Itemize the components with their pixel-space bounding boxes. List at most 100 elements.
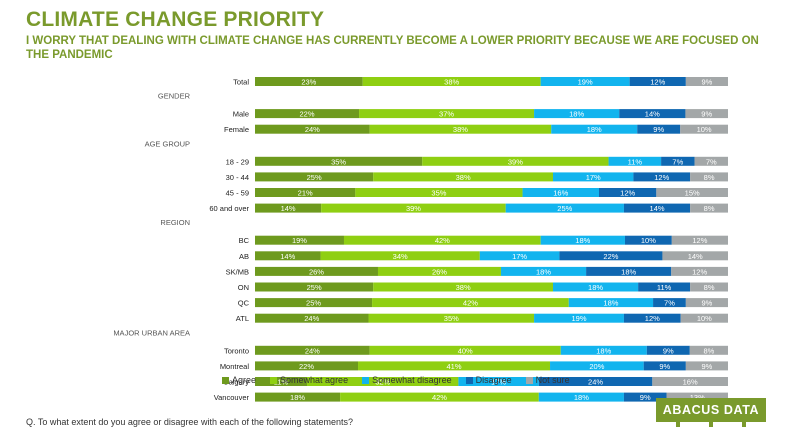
row-label-montreal: Montreal [220,362,250,371]
bar-segment-total-not-sure [685,77,728,86]
data-label-montreal-disagree: 9% [659,362,670,371]
data-label-vancouver-somewhat-agree: 42% [432,393,447,402]
bar-segment-45-59-disagree [599,188,657,197]
row-label-45-59: 45 - 59 [226,189,249,198]
data-label-toronto-not-sure: 8% [703,346,714,355]
bar-segment-ab-somewhat-agree [320,251,480,261]
data-label-qc-somewhat-disagree: 18% [603,299,618,308]
bar-segment-qc-somewhat-agree [372,298,569,308]
bar-segment-atl-not-sure [680,313,728,323]
data-label-bc-agree: 19% [292,236,307,245]
row-label-toronto: Toronto [224,346,249,355]
legend-swatch-agree [222,376,229,384]
bar-segment-ab-somewhat-disagree [479,251,560,261]
bar-segment-female-somewhat-disagree [551,124,638,134]
bar-segment-ab-not-sure [662,251,728,261]
row-label-30-44: 30 - 44 [226,173,249,182]
bar-segment-bc-somewhat-agree [343,235,541,245]
data-label-18-29-somewhat-disagree: 11% [628,157,643,166]
bar-segment-18-29-somewhat-disagree [608,156,662,166]
data-label-18-29-not-sure: 7% [706,157,717,166]
data-label-on-agree: 25% [307,283,322,292]
data-label-female-somewhat-agree: 38% [453,125,468,134]
bar-segment-male-agree [255,109,360,119]
data-label-60-and-over-not-sure: 8% [704,204,715,213]
data-label-male-not-sure: 9% [701,110,712,119]
data-label-male-disagree: 14% [645,110,660,119]
bar-segment-toronto-not-sure [689,345,728,355]
bar-segment-bc-not-sure [671,235,728,245]
bar-segment-60-and-over-disagree [623,203,691,213]
data-label-calgary-somewhat-agree: 32% [375,378,390,387]
bar-segment-sk-mb-somewhat-disagree [500,266,587,276]
bar-segment-bc-disagree [624,235,672,245]
group-label-gender: GENDER [158,92,191,101]
data-label-total-somewhat-disagree: 19% [578,78,593,87]
legend-swatch-disagree [465,376,473,384]
bar-segment-toronto-somewhat-disagree [560,345,647,355]
bar-segment-total-somewhat-agree [362,77,541,86]
row-label-atl: ATL [236,314,249,323]
data-label-toronto-agree: 24% [305,346,320,355]
row-label-18-29: 18 - 29 [226,157,249,166]
bar-segment-atl-disagree [623,313,681,323]
data-label-bc-not-sure: 12% [692,236,707,245]
data-label-toronto-disagree: 9% [663,346,674,355]
abacus-data-logo: ABACUS DATA [656,398,766,422]
legend-label-somewhat-agree: Somewhat agree [280,375,349,385]
bar-segment-vancouver-agree [255,392,341,402]
bar-segment-montreal-disagree [643,361,686,371]
data-label-total-disagree: 12% [650,78,665,87]
bar-segment-45-59-somewhat-agree [355,188,523,197]
data-label-vancouver-somewhat-disagree: 18% [574,393,589,402]
data-label-total-not-sure: 9% [702,78,713,87]
data-label-45-59-agree: 21% [298,189,313,198]
bar-segment-male-somewhat-disagree [534,109,620,119]
data-label-30-44-not-sure: 8% [704,173,715,182]
data-label-vancouver-not-sure: 13% [690,393,705,402]
data-label-calgary-agree: 11% [274,378,289,387]
bar-segment-18-29-not-sure [694,156,728,166]
data-label-montreal-somewhat-disagree: 20% [589,362,604,371]
legend-swatch-not-sure [525,376,533,384]
data-label-qc-not-sure: 9% [702,299,713,308]
bar-segment-qc-somewhat-disagree [568,298,654,308]
data-label-female-agree: 24% [305,125,320,134]
bar-segment-female-disagree [637,124,681,134]
row-label-male: Male [233,110,249,119]
bar-segment-sk-mb-agree [255,266,378,276]
chart-subtitle: I WORRY THAT DEALING WITH CLIMATE CHANGE… [26,35,759,61]
data-label-60-and-over-disagree: 14% [650,204,665,213]
legend-item-not-sure: Not sure [525,375,570,385]
data-label-60-and-over-somewhat-agree: 39% [406,204,421,213]
bar-segment-18-29-disagree [661,156,695,166]
logo-ticks [656,422,766,428]
data-label-18-29-somewhat-agree: 39% [508,157,523,166]
bar-segment-qc-disagree [653,298,686,308]
bar-segment-calgary-somewhat-agree [307,377,459,386]
bar-segment-on-disagree [638,282,691,292]
bar-segment-on-somewhat-agree [373,282,553,292]
row-label-60-and-over: 60 and over [209,204,249,213]
bar-segment-montreal-not-sure [685,361,728,371]
bar-segment-sk-mb-not-sure [671,266,728,276]
row-label-on: ON [238,283,249,292]
data-label-45-59-not-sure: 15% [685,189,700,198]
bar-segment-on-somewhat-disagree [552,282,639,292]
bar-segment-calgary-not-sure [652,377,728,386]
data-label-calgary-disagree: 24% [588,378,603,387]
bar-segment-60-and-over-somewhat-agree [321,203,506,213]
data-label-qc-somewhat-agree: 42% [463,299,478,308]
data-label-ab-somewhat-agree: 34% [393,252,408,261]
bar-segment-30-44-somewhat-agree [373,172,553,182]
bar-segment-calgary-somewhat-disagree [458,377,539,386]
data-label-on-not-sure: 8% [704,283,715,292]
data-label-calgary-somewhat-disagree: 17% [491,378,506,387]
chart-title: CLIMATE CHANGE PRIORITY [26,8,325,31]
bar-segment-montreal-agree [255,361,359,371]
data-label-atl-somewhat-agree: 35% [444,314,459,323]
bar-segment-male-disagree [619,109,686,119]
row-label-calgary: Calgary [223,378,249,387]
data-label-atl-agree: 24% [304,314,319,323]
data-label-montreal-somewhat-agree: 41% [447,362,462,371]
